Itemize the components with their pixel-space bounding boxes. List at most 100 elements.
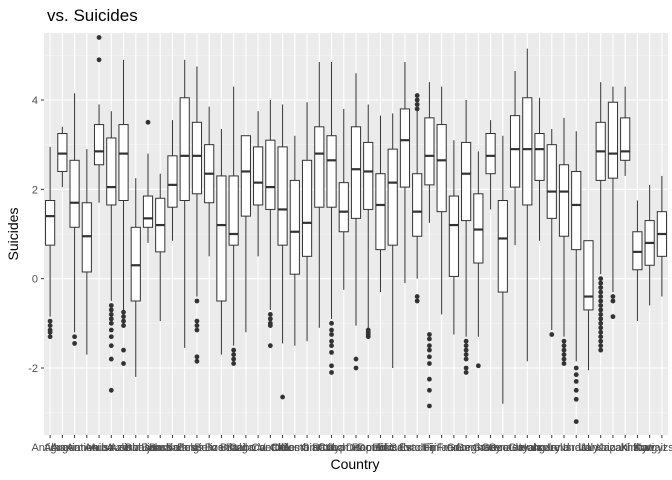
outlier-point: [72, 341, 77, 346]
outlier-point: [365, 334, 371, 340]
outlier-point: [414, 298, 420, 304]
outlier-point: [610, 294, 616, 299]
x-tick-label: Israel: [563, 442, 590, 454]
box-Dominica: [375, 115, 386, 293]
box-iqr: [473, 193, 484, 264]
outlier-point: [610, 298, 616, 304]
box-iqr: [448, 195, 459, 277]
outlier-point: [427, 343, 432, 349]
box-Cabo Verde: [253, 111, 264, 257]
box-Iceland: [546, 129, 557, 337]
box-Kyrgyzstan: [656, 175, 667, 297]
outlier-point: [598, 289, 604, 295]
outlier-point: [145, 119, 151, 125]
outlier-point: [573, 365, 579, 371]
outlier-point: [598, 303, 604, 308]
x-tick-label: Albania: [44, 442, 82, 454]
box-Czech Republic: [350, 73, 362, 371]
x-tick-label: Bahrain: [141, 442, 179, 454]
y-tick-label: 2: [32, 184, 38, 196]
x-tick-label: Czech Republic: [317, 442, 395, 454]
x-tick-label: Croatia: [302, 442, 338, 454]
y-axis-ticks: -2 0 2 4: [28, 95, 44, 375]
outlier-point: [329, 327, 334, 333]
outlier-point: [427, 376, 432, 382]
outlier-point: [598, 320, 604, 326]
outlier-point: [231, 361, 237, 366]
box-Georgia: [461, 100, 472, 375]
y-tick-label: -2: [28, 363, 38, 375]
outlier-point: [108, 343, 114, 349]
outlier-point: [194, 318, 200, 324]
outlier-point: [121, 314, 126, 320]
x-tick-label: Belize: [194, 442, 224, 454]
box-Jamaica: [595, 82, 606, 353]
box-Grenada: [497, 135, 508, 404]
x-tick-label: Canada: [251, 442, 290, 454]
outlier-point: [108, 303, 114, 308]
box-Ireland: [558, 117, 570, 366]
box-France: [448, 140, 459, 335]
outlier-point: [561, 343, 567, 349]
box-iqr: [326, 135, 337, 208]
boxplots: [45, 35, 667, 424]
box-Finland: [436, 86, 447, 315]
box-Armenia: [81, 149, 92, 355]
x-tick-label: Hungary: [519, 442, 561, 454]
box-Greece: [485, 120, 496, 210]
outlier-point: [463, 352, 469, 357]
x-tick-label: Kuwait: [633, 442, 666, 454]
outlier-point: [108, 327, 114, 333]
outlier-point: [561, 338, 567, 344]
box-Guatemala: [509, 70, 521, 246]
x-tick-label: Ecuador: [372, 442, 413, 454]
outlier-point: [108, 356, 114, 362]
box-iqr: [546, 144, 557, 219]
outlier-point: [329, 370, 334, 375]
outlier-point: [463, 370, 469, 375]
box-Belgium: [191, 66, 203, 364]
outlier-point: [573, 419, 579, 424]
x-tick-label: Aruba: [84, 442, 114, 454]
x-tick-label: El Salvador: [377, 442, 434, 454]
outlier-point: [231, 352, 237, 357]
box-iqr: [485, 133, 496, 175]
box-iqr: [167, 155, 178, 208]
outlier-point: [353, 365, 359, 371]
x-tick-label: Fiji: [422, 442, 436, 454]
outlier-point: [427, 336, 432, 342]
x-tick-label: Costa Rica: [280, 442, 335, 454]
box-iqr: [142, 195, 154, 228]
box-iqr: [240, 135, 251, 217]
outlier-point: [353, 356, 359, 362]
outlier-point: [427, 361, 432, 366]
outlier-point: [72, 334, 77, 340]
outlier-point: [194, 298, 200, 304]
outlier-point: [463, 356, 469, 362]
x-tick-label: Bosnia: [205, 442, 240, 454]
outlier-point: [598, 276, 604, 282]
x-tick-label: Colombia: [272, 442, 319, 454]
outlier-point: [194, 354, 200, 360]
outlier-point: [598, 343, 604, 349]
box-Japan: [607, 86, 619, 320]
outlier-point: [598, 347, 604, 353]
outlier-point: [47, 329, 53, 335]
x-tick-label: Guyana: [508, 442, 547, 454]
box-Colombia: [289, 135, 300, 346]
outlier-point: [47, 334, 53, 340]
box-iqr: [45, 200, 56, 246]
outlier-point: [108, 334, 114, 340]
outlier-point: [47, 318, 53, 324]
x-tick-label: Bulgaria: [226, 442, 267, 454]
box-iqr: [620, 117, 631, 161]
box-iqr: [338, 182, 349, 233]
box-Australia: [106, 111, 117, 393]
x-tick-label: Iceland: [534, 442, 569, 454]
box-iqr: [277, 146, 288, 246]
x-tick-label: Guatemala: [488, 442, 543, 454]
x-tick-label: Cuba: [318, 442, 345, 454]
box-Denmark: [363, 104, 374, 340]
x-tick-label: Argentina: [51, 442, 99, 454]
